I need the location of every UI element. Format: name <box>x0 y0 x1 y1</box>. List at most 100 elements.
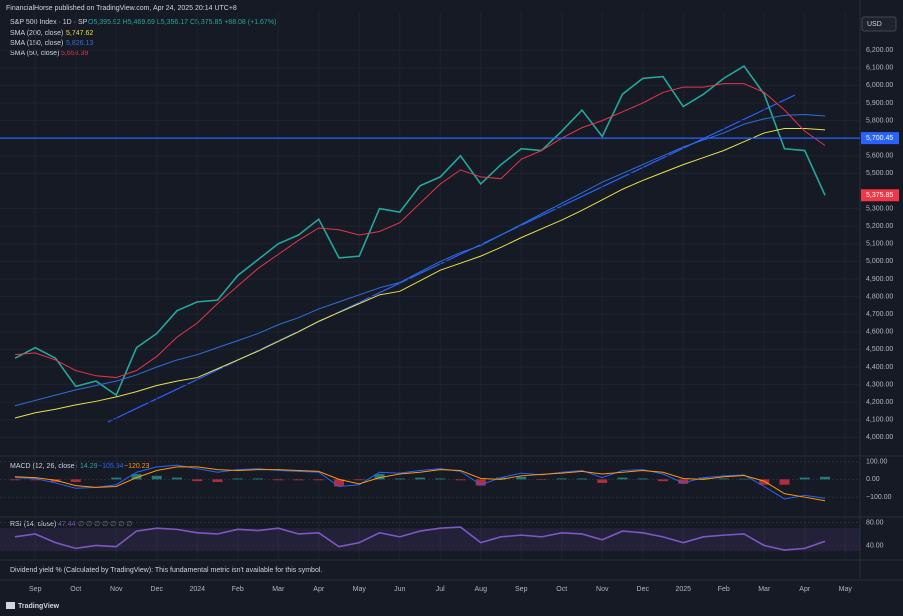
series-line <box>14 83 826 379</box>
currency-box <box>861 16 897 32</box>
y-tick-label: 6,100.00 <box>866 65 893 72</box>
price-box <box>861 189 899 202</box>
x-tick-label: Dec <box>637 586 650 593</box>
series-line <box>14 64 826 397</box>
histogram-bar <box>192 479 203 482</box>
histogram-bar <box>293 479 304 481</box>
y-tick-label: 40.00 <box>866 542 884 549</box>
y-tick-label: 6,000.00 <box>866 82 893 89</box>
sma-value: 5,747.62 <box>66 30 93 37</box>
macd-hist: 14.29 <box>80 463 98 470</box>
histogram-bar <box>172 477 182 480</box>
price-label: 5,375.85 <box>866 192 893 199</box>
histogram-bar <box>637 478 648 480</box>
histogram-bar <box>334 479 344 487</box>
histogram-bar <box>30 479 41 481</box>
histogram-bar <box>718 478 729 480</box>
y-tick-label: 5,300.00 <box>866 205 893 212</box>
macd-signal: −120.23 <box>124 463 150 470</box>
histogram-bar <box>475 479 486 486</box>
y-tick-label: 5,500.00 <box>866 170 893 177</box>
sma-label: SMA (200, close) <box>10 30 63 37</box>
histogram-bar <box>415 477 425 480</box>
y-tick-label: 4,800.00 <box>866 293 893 300</box>
histogram-bar <box>212 479 223 483</box>
histogram-bar <box>435 478 446 480</box>
histogram-bar <box>232 478 243 480</box>
sma-value: 5,658.39 <box>61 50 88 57</box>
rsi-value: 47.44 <box>58 521 76 528</box>
y-tick-label: 5,900.00 <box>866 100 893 107</box>
y-tick-label: 4,900.00 <box>866 276 893 283</box>
brand: TradingView <box>18 603 60 610</box>
x-tick-label: Feb <box>232 586 244 593</box>
y-tick-label: 4,300.00 <box>866 381 893 388</box>
publisher: FinancialHorse published on TradingView.… <box>6 5 237 12</box>
y-tick-label: 80.00 <box>866 519 884 526</box>
histogram-bar <box>354 479 365 481</box>
x-tick-label: Aug <box>475 586 488 593</box>
x-tick-label: Sep <box>515 586 528 593</box>
histogram-bar <box>597 479 608 483</box>
x-tick-label: Mar <box>272 586 285 593</box>
currency: USD <box>867 21 882 28</box>
x-tick-label: Jul <box>436 586 445 593</box>
series-line <box>14 526 826 551</box>
histogram-bar <box>394 478 405 480</box>
histogram-bar <box>253 478 263 480</box>
histogram-bar <box>799 477 810 480</box>
y-tick-label: −100.00 <box>866 494 892 501</box>
x-tick-label: Apr <box>799 586 811 593</box>
series-line <box>14 113 826 407</box>
histogram-bar <box>759 479 770 485</box>
x-tick-label: Nov <box>110 586 123 593</box>
histogram-bar <box>779 479 790 485</box>
y-tick-label: 5,600.00 <box>866 153 893 160</box>
histogram-bar <box>516 476 527 480</box>
histogram-bar <box>617 477 628 480</box>
histogram-bar <box>111 477 122 480</box>
macd-value: −105.94 <box>98 463 124 470</box>
x-tick-label: May <box>839 586 853 593</box>
x-tick-label: Jun <box>394 586 405 593</box>
histogram-bar <box>313 479 324 481</box>
y-tick-label: 100.00 <box>866 458 888 465</box>
y-tick-label: 4,000.00 <box>866 434 893 441</box>
x-tick-label: Apr <box>313 586 325 593</box>
histogram-bar <box>577 478 587 480</box>
histogram-bar <box>536 479 547 480</box>
sma-value: 5,826.13 <box>66 40 93 47</box>
histogram-bar <box>374 474 385 480</box>
histogram-bar <box>273 479 284 481</box>
series-line <box>14 464 826 500</box>
y-tick-label: 5,100.00 <box>866 241 893 248</box>
symbol: S&P 500 Index · 1D · SP <box>10 19 88 26</box>
histogram-bar <box>131 474 142 480</box>
y-tick-label: 4,500.00 <box>866 346 893 353</box>
y-tick-label: 4,200.00 <box>866 399 893 406</box>
x-tick-label: Oct <box>70 586 81 593</box>
price-label: 5,700.45 <box>866 135 893 142</box>
y-tick-label: 4,400.00 <box>866 364 893 371</box>
histogram-bar <box>820 476 830 480</box>
histogram-bar <box>658 479 668 482</box>
histogram-bar <box>496 477 506 480</box>
y-tick-label: 4,100.00 <box>866 417 893 424</box>
sma-label: SMA (150, close) <box>10 40 63 47</box>
histogram-bar <box>10 479 20 481</box>
x-tick-label: 2024 <box>189 586 205 593</box>
x-tick-label: 2025 <box>675 586 691 593</box>
x-tick-label: Nov <box>596 586 609 593</box>
histogram-bar <box>70 479 81 483</box>
y-tick-label: 6,200.00 <box>866 47 893 54</box>
macd-label: MACD (12, 26, close) <box>10 463 77 470</box>
x-tick-label: Mar <box>758 586 771 593</box>
price-box <box>861 132 899 145</box>
x-tick-label: Oct <box>556 586 567 593</box>
histogram-bar <box>698 477 709 480</box>
y-tick-label: 0.00 <box>866 476 880 483</box>
series-line <box>14 128 826 419</box>
sma-label: SMA (50, close) <box>10 50 59 57</box>
histogram-bar <box>455 479 466 481</box>
